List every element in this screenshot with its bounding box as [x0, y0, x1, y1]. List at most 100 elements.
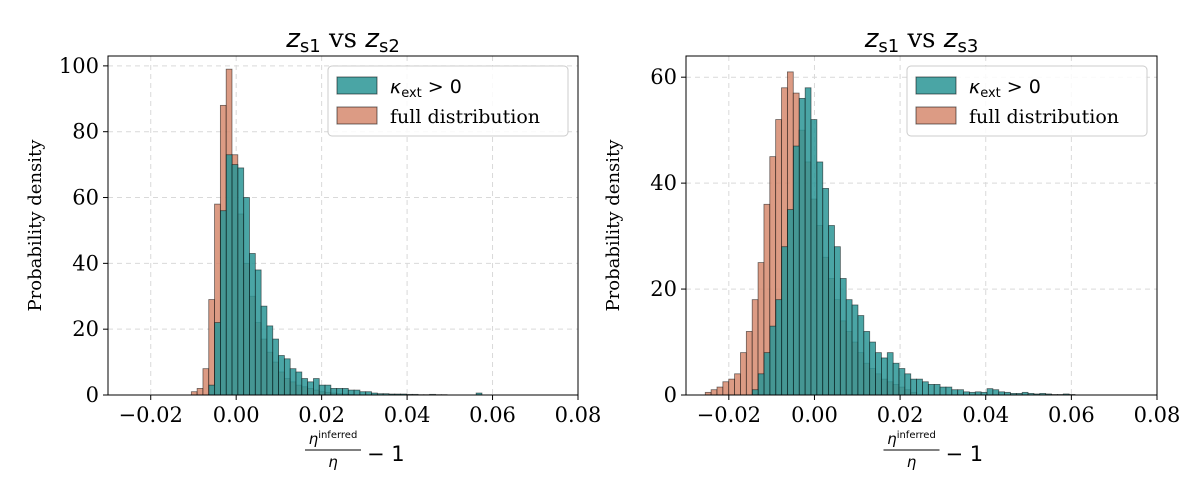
- histogram-bar: [283, 358, 291, 396]
- histogram-bar: [347, 389, 355, 396]
- histogram-bar: [734, 373, 741, 396]
- legend-label-kappa: κext > 0: [969, 76, 1041, 101]
- histogram-bar: [857, 315, 865, 396]
- histogram-bar: [336, 388, 343, 396]
- histogram-bar: [324, 384, 332, 396]
- histogram-bar: [237, 167, 245, 396]
- y-tick-label: 60: [72, 186, 99, 210]
- histogram-bar: [289, 368, 297, 396]
- histogram-bar: [301, 378, 309, 396]
- histogram-bar: [933, 384, 941, 396]
- histogram-bar: [330, 388, 338, 396]
- histogram-bar: [810, 119, 818, 396]
- histogram-bar: [307, 381, 314, 396]
- histogram-bar: [740, 352, 747, 396]
- histogram-bar: [757, 373, 765, 396]
- histogram-bar: [722, 381, 730, 396]
- histogram-bar: [793, 145, 800, 396]
- x-tick-label: 0.08: [1134, 403, 1181, 427]
- y-tick-label: 40: [72, 251, 99, 275]
- histogram-bar: [881, 357, 888, 396]
- histogram-bar: [834, 246, 841, 396]
- legend-swatch-kappa: [336, 76, 378, 95]
- series-kappa-ext: [208, 154, 483, 396]
- histogram-bar: [787, 209, 794, 396]
- histogram-bar: [775, 299, 783, 396]
- histogram-bar: [992, 389, 1000, 396]
- histogram-bar: [822, 188, 830, 396]
- histogram-bar: [196, 388, 204, 396]
- histogram-bar: [945, 386, 953, 396]
- histogram-bar: [839, 278, 847, 396]
- histogram-bar: [208, 299, 215, 396]
- histogram-bar: [254, 269, 262, 396]
- legend-label-full: full distribution: [390, 106, 540, 128]
- histogram-bar: [716, 386, 724, 396]
- legend-swatch-full: [915, 106, 957, 125]
- histogram-bar: [272, 338, 279, 396]
- histogram-bar: [951, 389, 959, 396]
- chart-title: zs1 vs zs3: [864, 24, 979, 57]
- x-tick-label: −0.02: [697, 403, 761, 427]
- y-tick-label: 20: [650, 277, 677, 301]
- x-tick-label: 0.00: [213, 403, 260, 427]
- axes-frame: [685, 55, 1158, 396]
- histogram-bar: [922, 381, 929, 396]
- histogram-bar: [892, 362, 900, 396]
- x-tick-label: 0.04: [384, 403, 431, 427]
- histogram-bar: [243, 197, 250, 396]
- histogram-bar: [202, 368, 210, 396]
- histogram-bar: [816, 161, 824, 396]
- histogram-bar: [986, 388, 994, 396]
- x-tick-label: 0.06: [469, 403, 516, 427]
- histogram-bar: [318, 384, 326, 396]
- histogram-bar: [249, 253, 256, 396]
- histogram-bar: [313, 378, 320, 396]
- legend-label-full: full distribution: [969, 106, 1119, 128]
- legend: κext > 0 full distribution: [327, 65, 569, 137]
- x-label-denominator: η: [907, 453, 917, 471]
- histogram-bar: [278, 355, 285, 396]
- y-axis-label: Probability density: [25, 139, 46, 312]
- x-tick-label: 0.02: [877, 403, 924, 427]
- histogram-bar: [745, 331, 753, 396]
- legend-swatch-kappa: [915, 76, 957, 95]
- histogram-bar: [845, 299, 853, 396]
- legend-box: [327, 65, 569, 137]
- histogram-bar: [927, 384, 935, 396]
- y-tick-label: 40: [650, 171, 677, 195]
- histogram-bar: [828, 225, 835, 396]
- chart-title: zs1 vs zs2: [285, 24, 400, 57]
- x-axis-label: ηinferred η − 1: [305, 430, 405, 471]
- histogram-bar: [798, 97, 806, 396]
- histogram-bar: [851, 304, 859, 396]
- x-tick-label: −0.02: [119, 403, 183, 427]
- histogram-bar: [875, 352, 882, 396]
- histogram-bar: [710, 389, 718, 396]
- x-label-numerator: ηinferred: [309, 430, 358, 448]
- histogram-bar: [225, 154, 233, 396]
- histogram-bar: [751, 299, 759, 396]
- x-tick-label: 0.00: [791, 403, 838, 427]
- x-axis-label: ηinferred η − 1: [883, 430, 983, 471]
- histogram-bar: [904, 373, 912, 396]
- y-tick-label: 60: [650, 65, 677, 89]
- histogram-bar: [910, 378, 918, 396]
- histogram-bar: [214, 322, 221, 396]
- series-kappa-ext: [751, 87, 1076, 396]
- chart-panel-left: −0.02 0.00 0.02 0.04 0.06 0.08 0 20 40 60 80 100 zs1…: [25, 24, 601, 471]
- x-label-numerator: ηinferred: [887, 430, 936, 448]
- histogram-bar: [208, 384, 216, 396]
- x-label-denominator: η: [328, 453, 338, 471]
- y-tick-label: 100: [59, 54, 99, 78]
- chart-panel-right: −0.02 0.00 0.02 0.04 0.06 0.08 0 20 40 60 zs1 vs z…: [603, 24, 1180, 471]
- y-tick-label: 0: [86, 383, 99, 407]
- histogram-bar: [916, 378, 923, 396]
- histogram-bar: [863, 331, 871, 396]
- x-label-suffix: − 1: [367, 442, 405, 466]
- histogram-bar: [804, 87, 812, 396]
- axes-frame: [107, 55, 579, 396]
- histogram-bar: [957, 389, 964, 396]
- legend-swatch-full: [336, 106, 378, 125]
